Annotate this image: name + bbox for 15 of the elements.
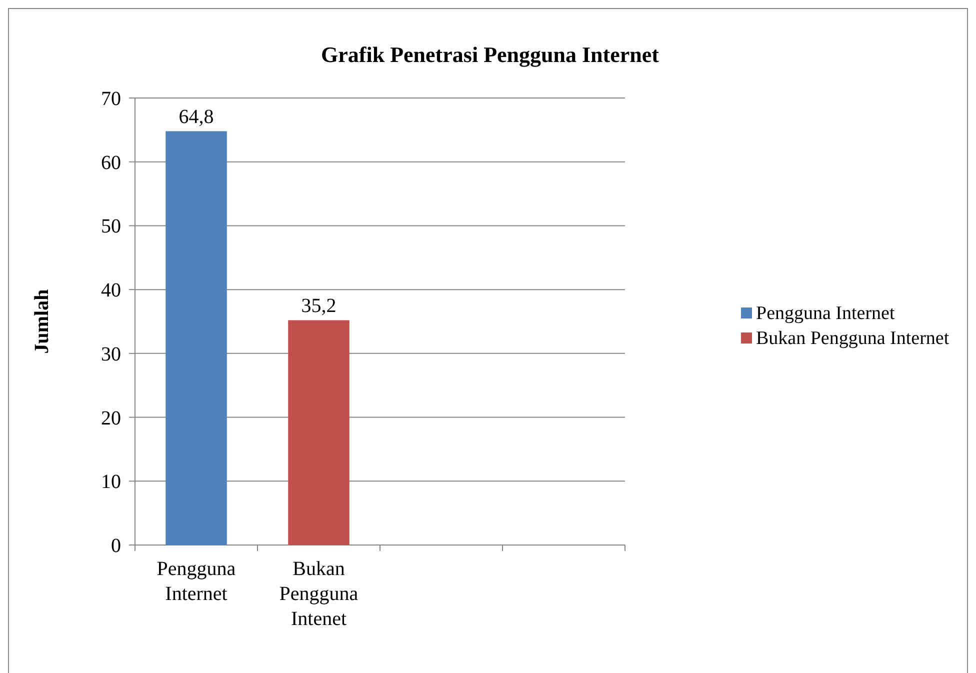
- y-tick-label: 30: [101, 343, 121, 366]
- y-tick-label: 70: [101, 88, 121, 110]
- legend-label: Bukan Pengguna Internet: [756, 328, 950, 350]
- y-tick-label: 40: [101, 280, 121, 302]
- y-tick-label: 60: [101, 152, 121, 174]
- legend-label: Pengguna Internet: [756, 303, 896, 324]
- data-label: 64,8: [178, 106, 214, 128]
- x-tick-label: Bukan Pengguna Intenet: [279, 558, 358, 630]
- y-tick-label: 20: [101, 407, 121, 430]
- data-label: 35,2: [301, 295, 336, 318]
- y-tick-label: 50: [101, 216, 121, 238]
- y-tick-label: 10: [101, 471, 121, 494]
- y-axis-title: Jumlah: [31, 289, 53, 354]
- chart-title: Grafik Penetrasi Pengguna Internet: [321, 42, 660, 67]
- y-tick-label: 0: [111, 535, 121, 557]
